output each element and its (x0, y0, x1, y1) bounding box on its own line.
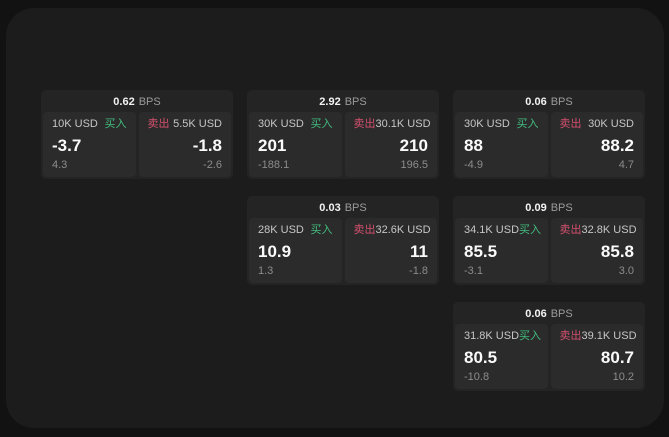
bps-value: 0.06 (525, 308, 547, 320)
bps-unit: BPS (550, 96, 573, 108)
quotes-grid: 0.62 BPS 10K USD 买入 -3.7 4.3 卖出 5.5K USD (41, 90, 645, 391)
sell-change: -1.8 (409, 265, 428, 277)
sell-panel[interactable]: 卖出 30K USD 88.2 4.7 (550, 112, 643, 177)
sell-change: -2.6 (203, 159, 222, 171)
buy-amount: 10K USD (52, 118, 98, 130)
buy-label: 买入 (519, 330, 542, 342)
sell-price: 88.2 (600, 135, 634, 155)
buy-label: 买入 (310, 224, 333, 236)
buy-change: -188.1 (258, 159, 290, 171)
quote-body: 10K USD 买入 -3.7 4.3 卖出 5.5K USD -1.8 -2.… (43, 112, 231, 177)
buy-change: 4.3 (52, 159, 68, 171)
sell-label: 卖出 (559, 224, 582, 236)
sell-price: 85.8 (600, 241, 634, 261)
buy-price: 201 (258, 135, 287, 155)
quote-card[interactable]: 0.03 BPS 28K USD 买入 10.9 1.3 卖出 32.6K US… (247, 196, 439, 285)
sell-price: 11 (410, 241, 428, 261)
sell-panel[interactable]: 卖出 32.6K USD 11 -1.8 (344, 218, 437, 283)
buy-price: 80.5 (464, 347, 498, 367)
bps-unit: BPS (550, 202, 573, 214)
sell-amount: 39.1K USD (581, 330, 637, 342)
bps-header: 0.06 BPS (455, 92, 643, 112)
bps-header: 2.92 BPS (249, 92, 437, 112)
buy-panel[interactable]: 28K USD 买入 10.9 1.3 (249, 218, 342, 283)
bps-unit: BPS (344, 202, 367, 214)
buy-change: -10.8 (464, 371, 490, 383)
bps-unit: BPS (550, 308, 573, 320)
buy-change: -3.1 (464, 265, 483, 277)
sell-amount: 30K USD (588, 118, 634, 130)
bps-unit: BPS (138, 96, 161, 108)
buy-label: 买入 (519, 224, 542, 236)
quote-card[interactable]: 0.06 BPS 30K USD 买入 88 -4.9 卖出 30K USD (453, 90, 645, 179)
bps-unit: BPS (344, 96, 367, 108)
sell-label: 卖出 (559, 118, 582, 130)
buy-amount: 34.1K USD (464, 224, 520, 236)
bps-header: 0.06 BPS (455, 304, 643, 324)
sell-panel[interactable]: 卖出 30.1K USD 210 196.5 (344, 112, 437, 177)
bps-header: 0.62 BPS (43, 92, 231, 112)
quote-body: 31.8K USD 买入 80.5 -10.8 卖出 39.1K USD 80.… (455, 324, 643, 389)
buy-price: 10.9 (258, 241, 292, 261)
buy-panel[interactable]: 30K USD 买入 88 -4.9 (455, 112, 548, 177)
bps-header: 0.09 BPS (455, 198, 643, 218)
sell-panel[interactable]: 卖出 5.5K USD -1.8 -2.6 (138, 112, 231, 177)
quote-body: 28K USD 买入 10.9 1.3 卖出 32.6K USD 11 -1.8 (249, 218, 437, 283)
sell-label: 卖出 (353, 118, 376, 130)
quote-body: 34.1K USD 买入 85.5 -3.1 卖出 32.8K USD 85.8… (455, 218, 643, 283)
buy-amount: 30K USD (258, 118, 304, 130)
buy-panel[interactable]: 30K USD 买入 201 -188.1 (249, 112, 342, 177)
sell-change: 196.5 (400, 159, 428, 171)
buy-label: 买入 (104, 118, 127, 130)
buy-price: 85.5 (464, 241, 498, 261)
buy-panel[interactable]: 10K USD 买入 -3.7 4.3 (43, 112, 136, 177)
quote-card[interactable]: 2.92 BPS 30K USD 买入 201 -188.1 卖出 30.1K … (247, 90, 439, 179)
buy-panel[interactable]: 31.8K USD 买入 80.5 -10.8 (455, 324, 548, 389)
buy-change: 1.3 (258, 265, 274, 277)
app-panel: 0.62 BPS 10K USD 买入 -3.7 4.3 卖出 5.5K USD (6, 8, 664, 428)
sell-label: 卖出 (147, 118, 170, 130)
quote-card[interactable]: 0.09 BPS 34.1K USD 买入 85.5 -3.1 卖出 32.8K… (453, 196, 645, 285)
quote-card[interactable]: 0.62 BPS 10K USD 买入 -3.7 4.3 卖出 5.5K USD (41, 90, 233, 179)
sell-amount: 32.6K USD (375, 224, 431, 236)
bps-value: 0.09 (525, 202, 547, 214)
sell-label: 卖出 (559, 330, 582, 342)
bps-value: 0.03 (319, 202, 341, 214)
sell-change: 10.2 (612, 371, 634, 383)
buy-amount: 31.8K USD (464, 330, 520, 342)
sell-price: 210 (399, 135, 428, 155)
bps-value: 2.92 (319, 96, 341, 108)
buy-label: 买入 (310, 118, 333, 130)
sell-price: 80.7 (600, 347, 634, 367)
bps-value: 0.62 (113, 96, 135, 108)
sell-amount: 32.8K USD (581, 224, 637, 236)
buy-change: -4.9 (464, 159, 483, 171)
quote-card[interactable]: 0.06 BPS 31.8K USD 买入 80.5 -10.8 卖出 39.1… (453, 302, 645, 391)
buy-label: 买入 (516, 118, 539, 130)
bps-value: 0.06 (525, 96, 547, 108)
buy-amount: 30K USD (464, 118, 510, 130)
buy-price: 88 (464, 135, 483, 155)
sell-panel[interactable]: 卖出 32.8K USD 85.8 3.0 (550, 218, 643, 283)
quote-body: 30K USD 买入 88 -4.9 卖出 30K USD 88.2 4.7 (455, 112, 643, 177)
sell-change: 3.0 (618, 265, 634, 277)
sell-price: -1.8 (192, 135, 222, 155)
buy-panel[interactable]: 34.1K USD 买入 85.5 -3.1 (455, 218, 548, 283)
sell-amount: 30.1K USD (375, 118, 431, 130)
buy-price: -3.7 (52, 135, 82, 155)
sell-panel[interactable]: 卖出 39.1K USD 80.7 10.2 (550, 324, 643, 389)
sell-change: 4.7 (618, 159, 634, 171)
sell-amount: 5.5K USD (173, 118, 222, 130)
sell-label: 卖出 (353, 224, 376, 236)
buy-amount: 28K USD (258, 224, 304, 236)
bps-header: 0.03 BPS (249, 198, 437, 218)
quote-body: 30K USD 买入 201 -188.1 卖出 30.1K USD 210 1… (249, 112, 437, 177)
